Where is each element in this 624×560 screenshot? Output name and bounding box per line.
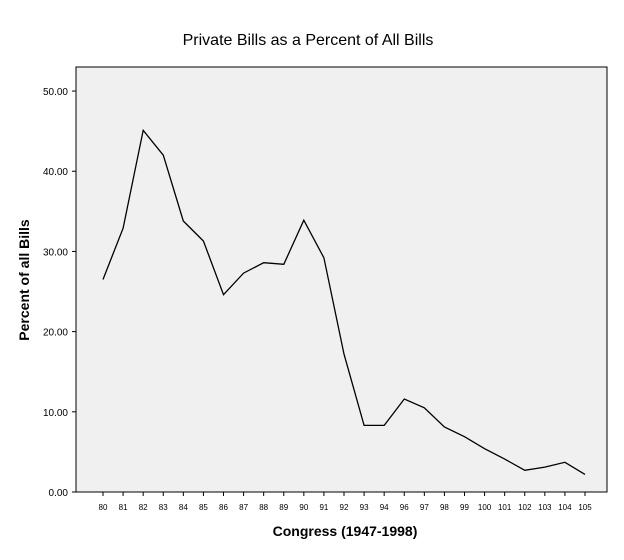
- x-tick-label: 80: [99, 503, 108, 512]
- x-tick-label: 91: [319, 503, 328, 512]
- data-point: [383, 424, 386, 427]
- data-point: [463, 435, 466, 438]
- x-tick-label: 98: [440, 503, 449, 512]
- x-tick-label: 92: [340, 503, 349, 512]
- x-tick-label: 104: [558, 503, 572, 512]
- data-point: [543, 466, 546, 469]
- data-point: [182, 219, 185, 222]
- data-point: [262, 261, 265, 264]
- x-tick-label: 97: [420, 503, 429, 512]
- data-point: [242, 272, 245, 275]
- data-point: [523, 469, 526, 472]
- y-axis: 0.00 10.00 20.00 30.00 40.00 50.00: [43, 87, 76, 499]
- series-layer: [102, 128, 587, 476]
- y-tick-label: 50.00: [43, 87, 68, 98]
- x-tick-label: 83: [159, 503, 168, 512]
- chart-title: Private Bills as a Percent of All Bills: [183, 32, 434, 49]
- y-tick-label: 30.00: [43, 247, 68, 258]
- x-tick-label: 103: [538, 503, 552, 512]
- data-point: [503, 458, 506, 461]
- y-tick-label: 40.00: [43, 167, 68, 178]
- x-tick-label: 90: [299, 503, 308, 512]
- series-line: [102, 128, 586, 475]
- data-point: [343, 353, 346, 356]
- data-point: [142, 129, 145, 132]
- data-point: [403, 397, 406, 400]
- x-tick-label: 100: [478, 503, 492, 512]
- y-tick-label: 0.00: [49, 488, 69, 499]
- x-tick-label: 85: [199, 503, 208, 512]
- x-tick-label: 81: [119, 503, 128, 512]
- data-point: [443, 426, 446, 429]
- data-point: [423, 406, 426, 409]
- data-point: [584, 473, 587, 476]
- data-point: [302, 219, 305, 222]
- plot-area: [75, 66, 608, 493]
- data-point: [282, 263, 285, 266]
- x-tick-label: 89: [279, 503, 288, 512]
- x-tick-label: 94: [380, 503, 389, 512]
- x-axis-label: Congress (1947-1998): [273, 523, 418, 539]
- x-tick-label: 96: [400, 503, 409, 512]
- data-point: [563, 461, 566, 464]
- x-tick-label: 102: [518, 503, 532, 512]
- x-tick-label: 101: [498, 503, 512, 512]
- data-point: [483, 447, 486, 450]
- x-tick-label: 82: [139, 503, 148, 512]
- x-tick-label: 105: [578, 503, 592, 512]
- x-tick-label: 88: [259, 503, 268, 512]
- y-tick-label: 20.00: [43, 328, 68, 339]
- data-point: [162, 154, 165, 157]
- x-tick-label: 84: [179, 503, 188, 512]
- x-tick-label: 99: [460, 503, 469, 512]
- x-axis: 80 81 82 83 84 85 86 87 88 89 90 91 92 93 94 96 97 98 99 10…: [99, 492, 592, 512]
- y-axis-label: Percent of all Bills: [16, 219, 32, 341]
- x-tick-label: 87: [239, 503, 248, 512]
- data-point: [222, 293, 225, 296]
- y-tick-label: 10.00: [43, 408, 68, 419]
- data-point: [363, 424, 366, 427]
- x-tick-label: 86: [219, 503, 228, 512]
- data-point: [122, 227, 125, 230]
- data-point: [202, 240, 205, 243]
- x-tick-label: 93: [360, 503, 369, 512]
- data-point: [102, 278, 105, 281]
- data-point: [322, 256, 325, 259]
